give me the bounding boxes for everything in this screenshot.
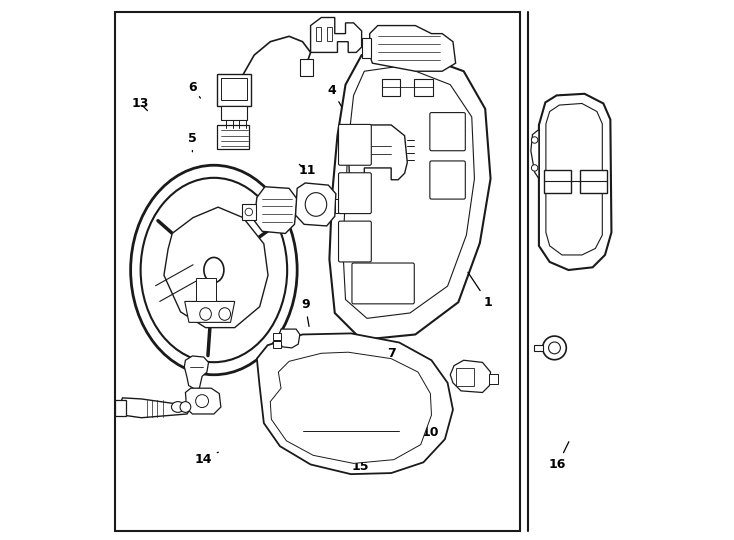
Bar	[456, 368, 474, 386]
Text: 16: 16	[549, 442, 569, 471]
Text: 11: 11	[298, 164, 316, 177]
Ellipse shape	[204, 258, 224, 282]
Bar	[382, 79, 400, 96]
Polygon shape	[450, 360, 490, 393]
Text: 15: 15	[341, 459, 369, 472]
Bar	[362, 38, 371, 58]
Bar	[300, 59, 313, 76]
Bar	[335, 199, 346, 213]
FancyBboxPatch shape	[338, 124, 371, 165]
Text: 6: 6	[188, 81, 200, 98]
Text: 7: 7	[387, 347, 396, 369]
Bar	[490, 374, 498, 384]
Bar	[115, 400, 126, 416]
Ellipse shape	[531, 137, 538, 143]
Polygon shape	[539, 94, 611, 270]
Polygon shape	[343, 66, 474, 319]
Text: 8: 8	[261, 296, 269, 321]
Bar	[327, 27, 332, 40]
Polygon shape	[120, 398, 189, 418]
Polygon shape	[185, 301, 235, 322]
Polygon shape	[580, 170, 606, 193]
Polygon shape	[186, 388, 221, 414]
Polygon shape	[330, 50, 490, 340]
Text: 10: 10	[416, 424, 439, 438]
Polygon shape	[254, 187, 297, 233]
Polygon shape	[546, 104, 603, 255]
Bar	[217, 125, 249, 149]
Text: 12: 12	[376, 134, 400, 147]
Polygon shape	[348, 125, 407, 180]
Polygon shape	[545, 170, 571, 193]
Ellipse shape	[219, 308, 230, 320]
Bar	[316, 27, 321, 40]
FancyBboxPatch shape	[430, 161, 465, 199]
Bar	[115, 12, 520, 531]
Text: 3: 3	[385, 167, 401, 192]
Ellipse shape	[531, 165, 538, 171]
Text: 4: 4	[327, 84, 341, 106]
Ellipse shape	[297, 364, 362, 423]
Text: 2: 2	[561, 186, 578, 199]
Ellipse shape	[548, 342, 560, 354]
Ellipse shape	[200, 308, 211, 320]
Polygon shape	[184, 356, 208, 389]
Bar	[217, 74, 252, 106]
Bar	[273, 333, 281, 340]
Ellipse shape	[172, 402, 184, 413]
Polygon shape	[531, 130, 539, 179]
Polygon shape	[270, 352, 432, 463]
Polygon shape	[310, 17, 362, 52]
FancyBboxPatch shape	[338, 173, 371, 214]
FancyBboxPatch shape	[338, 221, 371, 262]
Ellipse shape	[141, 178, 287, 362]
FancyBboxPatch shape	[430, 113, 465, 151]
FancyBboxPatch shape	[352, 263, 414, 304]
Ellipse shape	[245, 208, 252, 216]
Ellipse shape	[131, 165, 297, 375]
Polygon shape	[164, 207, 268, 328]
Text: 9: 9	[301, 299, 310, 326]
Polygon shape	[296, 183, 336, 226]
Polygon shape	[257, 333, 453, 474]
Bar	[273, 341, 281, 348]
Ellipse shape	[356, 364, 421, 423]
Bar	[242, 205, 255, 219]
Bar	[221, 106, 247, 119]
Bar	[534, 345, 542, 351]
Text: 5: 5	[188, 132, 197, 152]
Text: 14: 14	[195, 452, 218, 465]
Bar	[221, 78, 247, 100]
Polygon shape	[278, 329, 300, 348]
Text: 1: 1	[468, 272, 493, 309]
Ellipse shape	[542, 336, 567, 360]
Text: 13: 13	[131, 97, 149, 111]
Bar	[195, 279, 217, 301]
Ellipse shape	[180, 402, 191, 413]
Ellipse shape	[305, 193, 327, 217]
Bar	[414, 79, 433, 96]
Ellipse shape	[196, 395, 208, 408]
Polygon shape	[370, 25, 456, 71]
